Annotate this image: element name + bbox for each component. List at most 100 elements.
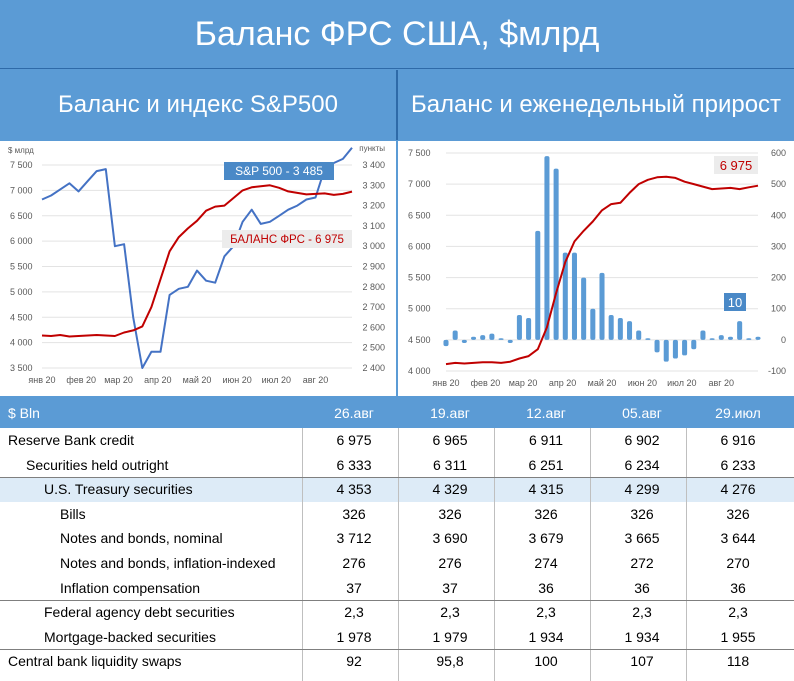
bar xyxy=(645,338,651,340)
y-tick-label-right: 2 600 xyxy=(362,322,385,332)
row-value: 6 965 xyxy=(432,432,468,448)
row-label: Central bank liquidity swaps xyxy=(8,653,182,670)
row-value: 326 xyxy=(342,505,366,522)
table-row: Reserve Bank credit 6 975 6 965 6 911 6 902 6… xyxy=(0,428,794,453)
bar xyxy=(654,339,660,353)
bar xyxy=(535,230,541,340)
row-value: 1 979 xyxy=(432,628,468,645)
row-value: 4 276 xyxy=(720,481,756,498)
x-tick-label: апр 20 xyxy=(549,378,576,388)
y-tick-label-left: 5 000 xyxy=(408,304,431,314)
bar xyxy=(682,339,688,356)
row-value: 6 233 xyxy=(720,456,756,473)
row-value: 92 xyxy=(346,653,362,670)
table-row: Inflation compensation 37 37 36 36 36 xyxy=(0,576,794,601)
y-tick-label-right: 400 xyxy=(771,210,786,220)
y-tick-label-left: 6 000 xyxy=(10,236,33,246)
table-row: Bills 326 326 326 326 326 xyxy=(0,502,794,527)
bar xyxy=(718,335,724,340)
x-tick-label: май 20 xyxy=(183,375,212,385)
y-tick-label-right: 3 200 xyxy=(362,201,385,211)
bar xyxy=(727,336,733,340)
sp500-label: S&P 500 - 3 485 xyxy=(235,164,323,178)
y-tick-label-left: 6 500 xyxy=(408,210,431,220)
growth-label: 10 xyxy=(728,295,742,310)
row-value: 1 978 xyxy=(336,628,372,645)
row-label: Inflation compensation xyxy=(60,579,201,596)
y-tick-label-right: 2 700 xyxy=(362,302,385,312)
row-value: 326 xyxy=(630,505,654,522)
row-value: 3 690 xyxy=(432,530,468,547)
right-subtitle: Баланс и еженедельный прирост xyxy=(410,91,782,118)
header-col: 05.авг xyxy=(622,405,662,421)
row-value: 326 xyxy=(726,505,750,522)
y-tick-label-right: 0 xyxy=(781,335,786,345)
header-col: 29.июл xyxy=(715,405,761,421)
balance-label-box xyxy=(714,156,758,174)
y-tick-label-right: 600 xyxy=(771,148,786,158)
row-value: 36 xyxy=(538,579,554,596)
row-value: 274 xyxy=(534,555,558,571)
balance-table: $ Bln 26.авг 19.авг 12.авг 05.авг 29.июл… xyxy=(0,398,794,681)
row-label: Mortgage-backed securities xyxy=(44,628,216,645)
sp500-balance-chart-svg: 3 500 4 000 4 500 5 000 5 500 6 000 6 500 7 000… xyxy=(8,144,385,385)
y-tick-label-right: 3 300 xyxy=(362,180,385,190)
row-value: 4 353 xyxy=(336,481,372,498)
bar xyxy=(599,272,605,340)
y-tick-label-right: 2 500 xyxy=(362,343,385,353)
y-tick-label-left: 5 500 xyxy=(10,262,33,272)
row-value: 1 934 xyxy=(624,628,660,645)
x-tick-label: апр 20 xyxy=(144,375,171,385)
row-value: 107 xyxy=(630,653,654,670)
x-tick-label: июл 20 xyxy=(667,378,696,388)
weekly-growth-chart: 4 000 4 500 5 000 5 500 6 000 6 500 7 000 7 500… xyxy=(398,141,794,396)
row-value: 6 234 xyxy=(624,456,660,473)
x-tick-label: июн 20 xyxy=(628,378,657,388)
row-label: Securities held outright xyxy=(26,456,169,473)
y-axis-label-left: $ млрд xyxy=(8,146,34,155)
page-title: Баланс ФРС США, $млрд xyxy=(194,15,600,53)
table-row: Notes and bonds, nominal 3 712 3 690 3 679 3… xyxy=(0,526,794,551)
table-row: Notes and bonds, inflation-indexed 276 276… xyxy=(0,551,794,576)
divider xyxy=(0,68,794,69)
table-gridline xyxy=(494,428,495,681)
row-value: 6 333 xyxy=(336,456,372,473)
bar xyxy=(498,338,504,340)
row-value: 4 329 xyxy=(432,481,468,498)
bar xyxy=(443,339,449,347)
row-value: 2,3 xyxy=(440,604,460,621)
balance-label: БАЛАНС ФРС - 6 975 xyxy=(230,234,344,246)
y-tick-label-left: 4 500 xyxy=(10,312,33,322)
y-tick-label-right: -100 xyxy=(768,366,786,376)
header-col: 12.авг xyxy=(526,405,566,421)
bar xyxy=(755,336,761,340)
row-value: 326 xyxy=(438,505,462,522)
table-separator xyxy=(0,649,794,651)
bar xyxy=(516,314,522,340)
bar xyxy=(691,339,697,350)
row-value: 36 xyxy=(730,579,746,596)
bar xyxy=(709,338,715,340)
table-gridline xyxy=(686,428,687,681)
row-value: 3 665 xyxy=(624,530,660,547)
table-row: Central bank liquidity swaps 92 95,8 100 107… xyxy=(0,649,794,674)
y-tick-label-right: 2 800 xyxy=(362,282,385,292)
sp500-balance-chart: 3 500 4 000 4 500 5 000 5 500 6 000 6 500 7 000… xyxy=(0,141,396,396)
bar xyxy=(608,314,614,340)
row-value: 276 xyxy=(342,555,366,571)
bar xyxy=(581,277,587,340)
sp500-label-box xyxy=(224,162,334,180)
bar xyxy=(590,308,596,340)
bar xyxy=(627,321,633,340)
row-value: 6 975 xyxy=(336,432,372,448)
table-row: Securities held outright 6 333 6 311 6 251 6… xyxy=(0,453,794,478)
row-value: 3 712 xyxy=(336,530,372,547)
row-label: U.S. Treasury securities xyxy=(44,481,193,498)
row-label: Notes and bonds, nominal xyxy=(60,530,223,547)
left-subtitle: Баланс и индекс S&P500 xyxy=(58,91,338,118)
y-tick-label-right: 500 xyxy=(771,179,786,189)
y-tick-label-left: 5 000 xyxy=(10,287,33,297)
y-tick-label-right: 300 xyxy=(771,241,786,251)
row-value: 2,3 xyxy=(632,604,652,621)
bar xyxy=(553,168,559,340)
